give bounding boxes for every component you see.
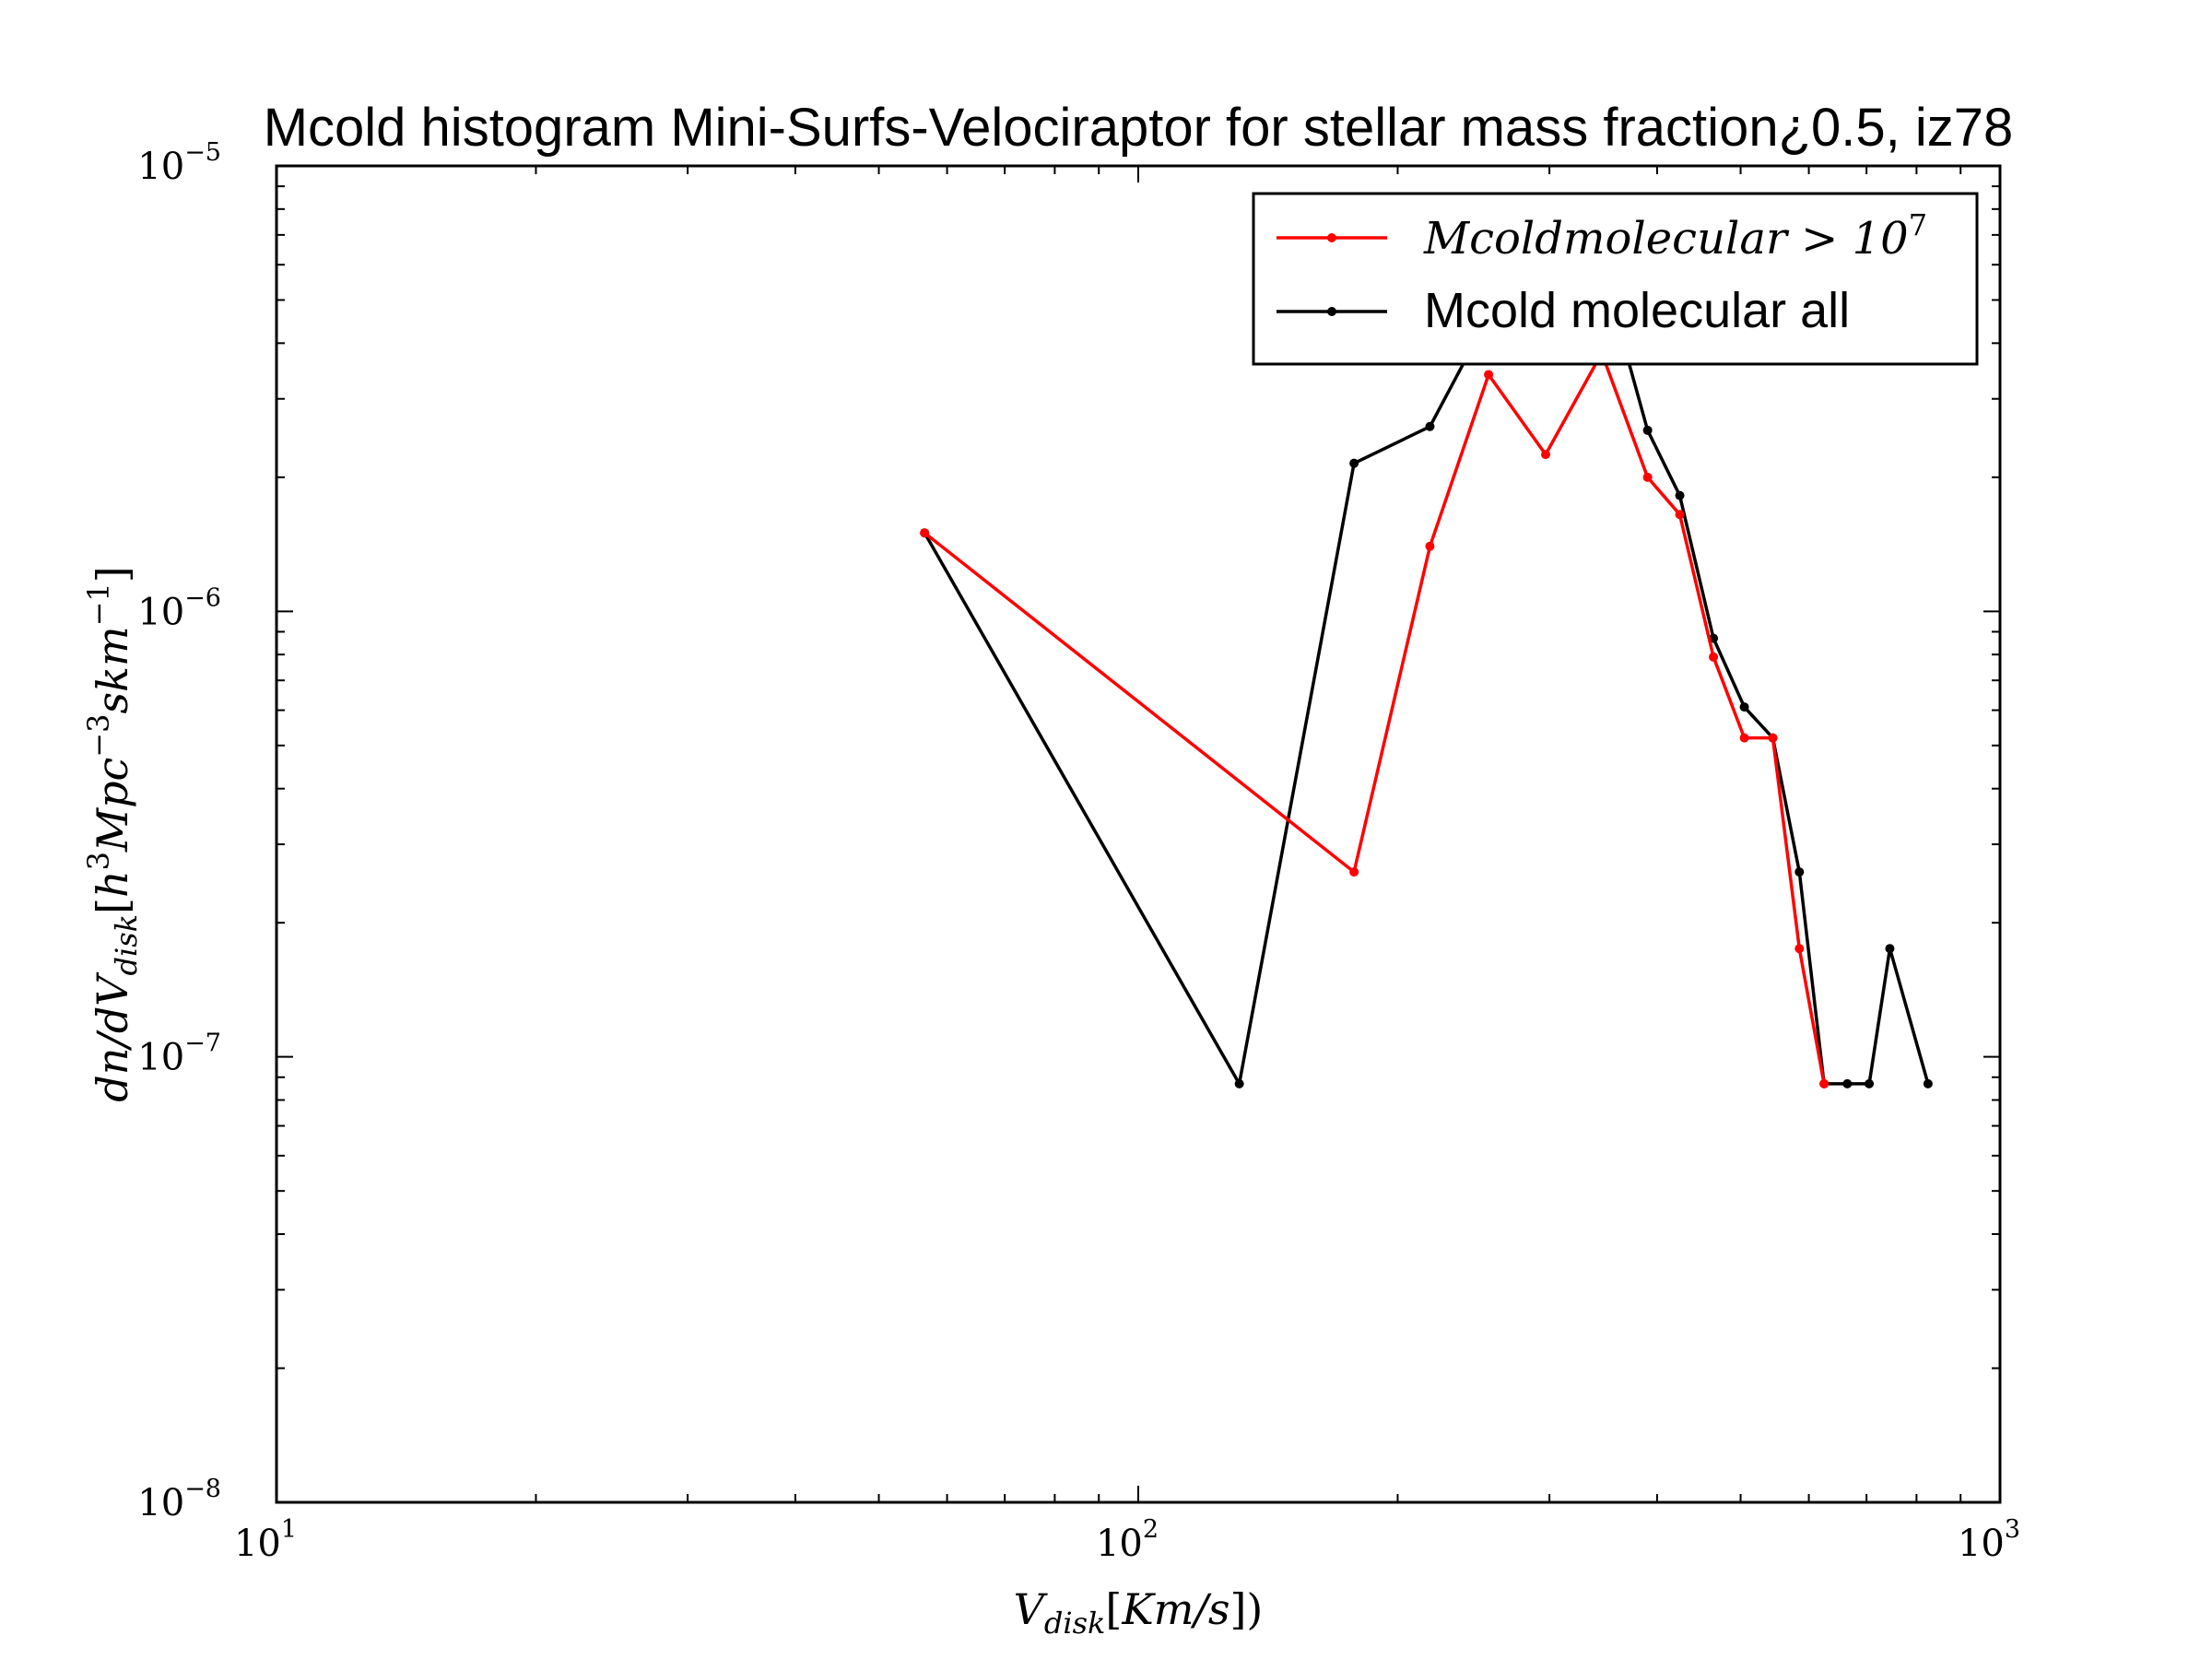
data-point-black (1865, 1078, 1875, 1088)
data-point-black (1923, 1078, 1933, 1088)
data-point-black (1794, 867, 1805, 877)
data-point-red (1794, 944, 1805, 954)
data-point-black (1885, 944, 1895, 954)
y-tick-label: 10−7 (137, 1030, 221, 1079)
data-point-red (1425, 541, 1435, 551)
series-red (920, 348, 1830, 1088)
legend-box (1252, 192, 1979, 366)
y-tick-label: 10−5 (137, 138, 221, 188)
data-point-black (1675, 490, 1685, 500)
legend-marker-red (1327, 233, 1336, 242)
x-tick-label: 102 (1096, 1515, 1159, 1565)
tick-layer (276, 166, 2000, 1503)
data-point-black (1234, 1078, 1244, 1088)
data-point-black (1842, 1078, 1853, 1088)
data-point-red (1675, 510, 1685, 520)
data-point-red (1349, 867, 1359, 877)
y-tick-label: 10−6 (137, 583, 221, 633)
data-point-black (1349, 458, 1359, 468)
series-line-black (923, 247, 1930, 1088)
data-point-black (1425, 421, 1435, 431)
data-point-red (1642, 472, 1653, 482)
data-point-red (1484, 370, 1494, 380)
data-point-red (1819, 1078, 1830, 1088)
data-point-red (1768, 733, 1778, 743)
plot-frame (275, 164, 2002, 1504)
tick-label-layer: 101 102 103 10−8 10−7 10−6 10−5 (137, 138, 2020, 1565)
data-point-red (1739, 733, 1749, 743)
x-axis-label: Vdisk[Km/s]) (1014, 1584, 1264, 1641)
y-tick-label: 10−8 (137, 1475, 221, 1524)
series-layer (920, 244, 1933, 1088)
data-point-red (1709, 652, 1719, 662)
legend-label-red: Mcoldmolecular > 107 (1423, 207, 1927, 265)
x-tick-label: 103 (1958, 1515, 2020, 1565)
chart-title: Mcold histogram Mini-Surfs-Velociraptor … (264, 98, 2014, 158)
legend-marker-black (1327, 307, 1336, 316)
x-tick-label: 101 (234, 1515, 297, 1565)
data-point-black (1739, 702, 1749, 712)
data-point-black (1642, 425, 1653, 435)
y-axis-label: dn/dVdisk[h3Mpc−3skm−1] (81, 566, 144, 1101)
data-point-red (920, 528, 930, 538)
data-point-red (1541, 450, 1551, 460)
legend: Mcoldmolecular > 107 Mcold molecular all (1252, 192, 1979, 366)
legend-label-black: Mcold molecular all (1424, 283, 1850, 338)
series-black (920, 244, 1933, 1088)
series-line-red (924, 348, 1826, 1085)
